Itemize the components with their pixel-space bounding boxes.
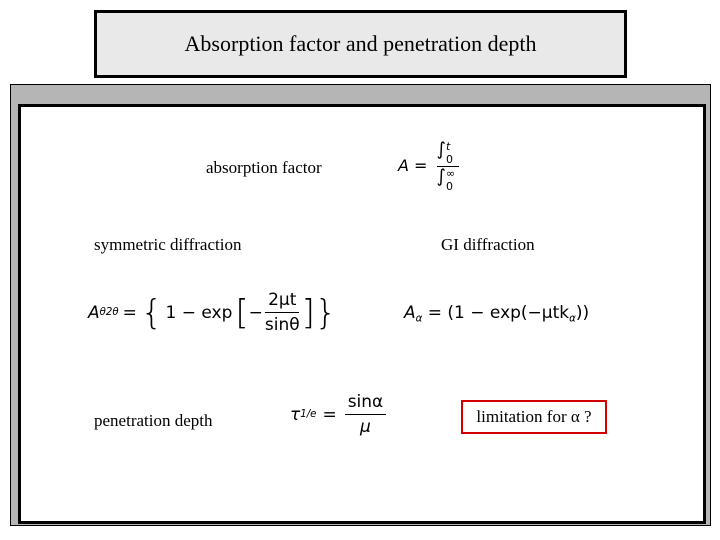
symmetric-fraction: 2μt sinθ	[265, 290, 300, 335]
limitation-highlight-box: limitation for α ?	[461, 400, 607, 434]
penetration-denominator: μ	[360, 417, 371, 437]
penetration-lhs: τ	[290, 404, 301, 425]
integral-2-lower-limit: 0	[445, 180, 453, 193]
symmetric-lhs: A	[88, 302, 100, 323]
penetration-equals: =	[322, 404, 337, 425]
symmetric-denominator: sinθ	[264, 315, 300, 335]
absorption-factor-formula: A = ∫ t 0 ∫ ∞ 0	[398, 140, 459, 193]
right-brace: }	[314, 292, 337, 333]
gi-close: ))	[575, 303, 590, 323]
limitation-text: limitation for α ?	[476, 407, 592, 426]
gi-k-sub: α	[569, 313, 576, 325]
integral-1-lower-limit: 0	[445, 153, 453, 166]
integral-sign-1: ∫	[436, 139, 446, 160]
symmetric-lhs-sub: θ2θ	[99, 307, 119, 318]
penetration-lhs-sub: 1/e	[300, 409, 317, 420]
absorption-lhs: A	[398, 156, 409, 175]
gi-diffraction-label: GI diffraction	[441, 235, 535, 254]
gi-lhs: A	[404, 303, 416, 323]
penetration-fraction: sinα μ	[344, 392, 387, 437]
gi-rhs: = (1 − exp(−μtk	[427, 303, 570, 323]
penetration-depth-label: penetration depth	[94, 411, 213, 430]
right-bracket: ]	[301, 292, 315, 333]
absorption-integrals: ∫ t 0 ∫ ∞ 0	[436, 140, 459, 193]
symmetric-minus: −	[248, 302, 263, 323]
integral-lower: ∫ ∞ 0	[437, 167, 459, 193]
integral-2-upper-limit: ∞	[445, 167, 456, 180]
symmetric-one-minus-exp: 1 − exp	[165, 302, 233, 323]
integral-upper: ∫ t 0	[437, 140, 459, 166]
penetration-numerator: sinα	[344, 392, 387, 415]
symmetric-diffraction-label: symmetric diffraction	[94, 235, 242, 254]
left-brace: {	[140, 292, 163, 333]
integral-sign-2: ∫	[436, 166, 446, 187]
slide-title: Absorption factor and penetration depth	[94, 10, 627, 78]
gi-lhs-sub: α	[415, 313, 423, 325]
slide-title-text: Absorption factor and penetration depth	[184, 31, 537, 56]
content-frame	[18, 104, 706, 524]
integral-fraction-bar	[436, 166, 459, 167]
symmetric-numerator: 2μt	[265, 290, 300, 313]
penetration-formula: τ 1/e = sinα μ	[290, 392, 388, 437]
symmetric-equals: =	[122, 302, 137, 323]
gi-formula: Aα = (1 − exp(−μtkα))	[404, 303, 589, 325]
left-bracket: [	[235, 292, 249, 333]
absorption-equals: =	[414, 156, 428, 175]
integral-1-upper-limit: t	[445, 140, 451, 153]
absorption-factor-label: absorption factor	[206, 158, 322, 177]
